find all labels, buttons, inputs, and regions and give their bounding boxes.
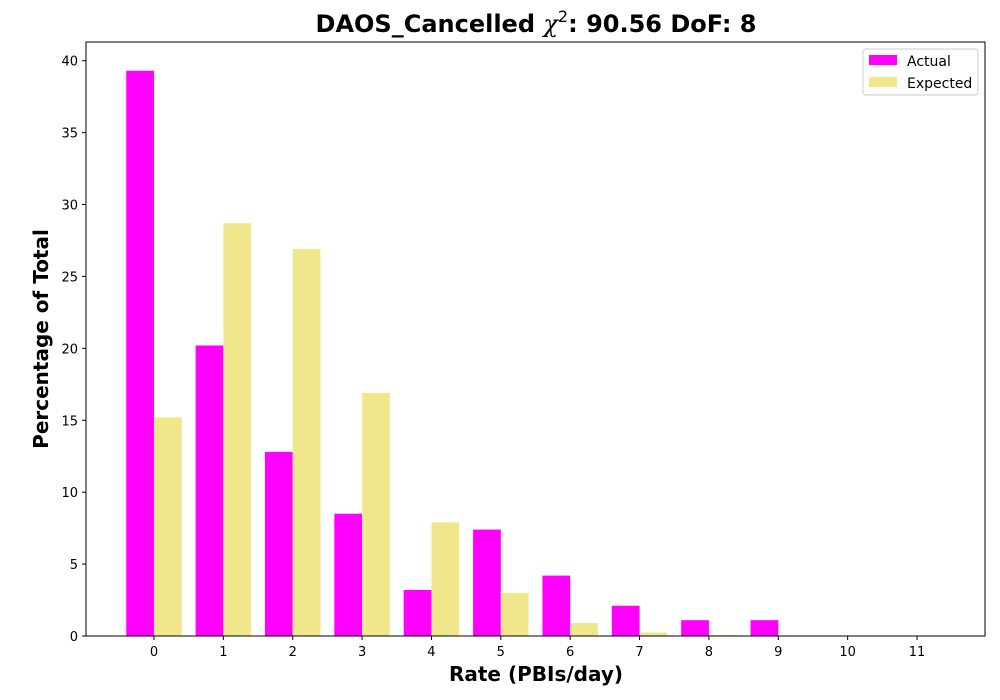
legend-label-actual: Actual — [907, 54, 951, 70]
x-tick-label: 5 — [497, 645, 505, 660]
x-axis: 0 1 2 3 4 5 6 7 8 9 10 11 — [150, 636, 925, 660]
chart-title: DAOS_Cancelled χ2: 90.56 DoF: 8 — [316, 7, 757, 38]
bar-expected-7 — [639, 632, 668, 636]
x-tick-label: 9 — [774, 645, 782, 660]
bar-actual-2 — [264, 451, 293, 636]
x-tick-label: 4 — [427, 645, 435, 660]
y-axis: 0 5 10 15 20 25 30 35 40 — [61, 55, 86, 645]
legend-label-expected: Expected — [907, 76, 972, 92]
bars-group — [126, 70, 807, 637]
x-tick-label: 11 — [909, 645, 926, 660]
legend-swatch-actual — [869, 55, 897, 65]
bar-expected-6 — [570, 623, 598, 636]
plot-frame — [85, 41, 986, 637]
bar-actual-5 — [473, 529, 501, 636]
bar-actual-3 — [334, 513, 363, 636]
x-axis-label: Rate (PBIs/day) — [449, 662, 623, 686]
bar-expected-0 — [153, 417, 182, 636]
y-tick-label: 30 — [61, 199, 78, 214]
bar-actual-0 — [126, 70, 154, 636]
legend-swatch-expected — [869, 77, 897, 87]
title-superscript: 2 — [558, 7, 568, 26]
title-symbol: χ — [541, 10, 559, 38]
bar-expected-4 — [431, 522, 460, 636]
y-tick-label: 35 — [61, 127, 78, 142]
bar-expected-3 — [362, 392, 390, 636]
y-tick-label: 5 — [70, 558, 78, 573]
bar-expected-2 — [292, 249, 321, 637]
x-tick-label: 10 — [839, 645, 856, 660]
title-prefix: DAOS_Cancelled — [316, 10, 544, 38]
y-tick-label: 10 — [61, 486, 78, 501]
x-tick-label: 1 — [219, 645, 227, 660]
x-tick-label: 8 — [705, 645, 713, 660]
y-axis-label: Percentage of Total — [29, 229, 53, 449]
x-tick-label: 2 — [289, 645, 297, 660]
x-tick-label: 6 — [566, 645, 574, 660]
y-tick-label: 25 — [61, 270, 78, 285]
y-tick-label: 40 — [61, 55, 78, 70]
bar-actual-6 — [542, 575, 571, 636]
bar-actual-7 — [611, 605, 640, 636]
title-suffix: : 90.56 DoF: 8 — [568, 10, 756, 38]
y-tick-label: 0 — [70, 630, 78, 645]
y-tick-label: 15 — [61, 414, 78, 429]
x-tick-label: 7 — [635, 645, 643, 660]
x-tick-label: 0 — [150, 645, 158, 660]
bar-expected-1 — [223, 223, 252, 636]
bar-actual-9 — [750, 620, 779, 636]
legend: Actual Expected — [862, 48, 979, 96]
bar-expected-5 — [500, 592, 529, 636]
y-tick-label: 20 — [61, 342, 78, 357]
x-tick-label: 3 — [358, 645, 366, 660]
bar-actual-8 — [681, 620, 709, 636]
bar-actual-4 — [403, 589, 432, 636]
bar-actual-1 — [195, 345, 224, 636]
